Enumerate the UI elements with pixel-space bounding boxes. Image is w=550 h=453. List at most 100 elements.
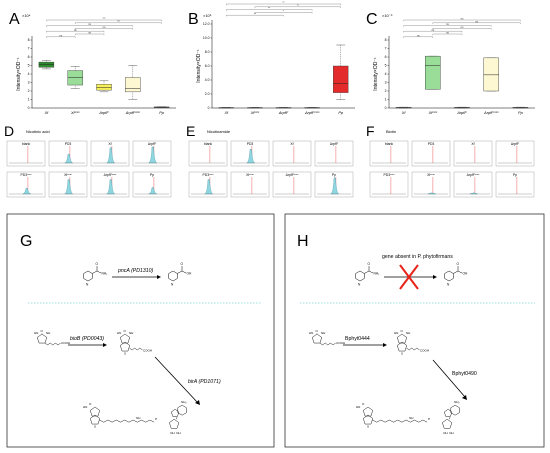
significance-label: ns bbox=[74, 29, 77, 32]
significance-bracket bbox=[403, 25, 492, 27]
biotin-structure-h: HN NHO S COOH bbox=[394, 329, 429, 356]
significance-bracket bbox=[403, 19, 521, 22]
y-tick-label: 5 bbox=[28, 64, 30, 68]
trace-peak bbox=[148, 146, 157, 164]
y-axis-label: Intensity×OD⁻¹ bbox=[16, 57, 22, 91]
nicotinamide-h-o-label: O bbox=[368, 262, 371, 266]
y-exponent-label: ×10⁶ bbox=[203, 13, 212, 18]
nicotinic-acid-oh-label: OH bbox=[187, 272, 192, 276]
trace-label: Xfᶜᵒᵐ bbox=[246, 173, 254, 177]
nicotinic-acid-h-o-label: O bbox=[457, 262, 460, 266]
box-body bbox=[333, 65, 349, 93]
box-body bbox=[483, 57, 499, 92]
trace-cell bbox=[495, 171, 535, 198]
significance-bracket bbox=[226, 9, 313, 11]
cooh-label: COOH bbox=[143, 349, 152, 353]
panel-f-title: Biotin bbox=[386, 129, 396, 134]
box-body bbox=[425, 55, 441, 90]
pnca-arrowhead bbox=[157, 275, 161, 279]
oh-label: OH bbox=[176, 431, 181, 435]
o-label: O bbox=[401, 329, 404, 333]
y-tick-label: 0 bbox=[385, 106, 387, 110]
absent-arrowhead bbox=[433, 275, 437, 279]
y-tick-label: 6 bbox=[28, 55, 30, 59]
panel-e-title: Nicotinamide bbox=[207, 129, 231, 134]
y-tick-label: 5 bbox=[385, 64, 387, 68]
significance-label: ns bbox=[446, 32, 449, 35]
significance-bracket bbox=[403, 36, 433, 38]
trace-label: Xfᶜᵒᵐ bbox=[64, 173, 72, 177]
trace-label: Xfᶜᵒᵐ bbox=[427, 173, 435, 177]
significance-label: ns bbox=[461, 26, 464, 29]
nicotinic-acid-h-n-label: N bbox=[447, 283, 450, 287]
trace-label: PD3ᶜᵒᵐ bbox=[202, 173, 213, 177]
y-tick-label: 10.0 bbox=[203, 36, 210, 40]
boxplot-c: ×10⁻⁶ Intensity×OD⁻¹ 0 1 2 3 4 5 6 7 8 Xf Xfᶜᵒᵐ ΔrpfF… bbox=[373, 13, 535, 115]
dethiobiotin-structure-g: HN NHO COOH bbox=[34, 329, 70, 346]
trace-label: ΔrpfFᶜᵒᵐ bbox=[104, 173, 117, 177]
pnca-gene-label: pncA (PD1310) bbox=[117, 268, 154, 274]
trace-peak bbox=[64, 153, 73, 164]
nicotinamide-h-nh2-label: NH₂ bbox=[374, 272, 381, 276]
hn-label: HN bbox=[356, 405, 360, 409]
significance-label: ns bbox=[88, 32, 91, 35]
nh-label: NH bbox=[406, 331, 410, 335]
trace-peak bbox=[106, 179, 115, 195]
nh-label: NH bbox=[321, 331, 325, 335]
bphyt0490-gene-label: Bphyt0490 bbox=[452, 371, 477, 377]
trace-cell bbox=[411, 171, 451, 198]
p-label: P bbox=[155, 417, 157, 421]
bphyt0490-reaction-arrow bbox=[432, 359, 466, 398]
panel-letter-b: B bbox=[188, 11, 199, 28]
x-tick-label: Xfᶜᵒᵐ bbox=[70, 111, 80, 115]
bira-gene-label: birA (PD1071) bbox=[188, 379, 221, 385]
trace-grid-e: blank PD3 Xf ΔrpfF PD3ᶜᵒᵐ Xfᶜᵒᵐ ΔrpfFᶜᵒᵐ Pp bbox=[188, 140, 354, 198]
nicotinamide-o-label: O bbox=[96, 262, 99, 266]
o-label: O bbox=[89, 402, 92, 406]
box-body bbox=[67, 70, 83, 86]
y-tick-label: 3 bbox=[385, 81, 387, 85]
s-label: S bbox=[401, 352, 403, 356]
nicotinamide-n-label: N bbox=[86, 283, 89, 287]
nh-label: NH bbox=[409, 416, 413, 420]
nicotinic-acid-o-label: O bbox=[181, 262, 184, 266]
significance-label: ns bbox=[431, 29, 434, 32]
trace-cell bbox=[188, 140, 228, 167]
o-label: O bbox=[124, 329, 127, 333]
x-tick-label: ΔrpfFᶜᵒᵐ bbox=[125, 111, 141, 115]
significance-bracket bbox=[46, 31, 105, 33]
trace-label: ΔrpfF bbox=[148, 142, 156, 146]
s-label: S bbox=[94, 425, 96, 429]
y-tick-label: 3 bbox=[28, 81, 30, 85]
panel-letter-g: G bbox=[20, 233, 32, 250]
o-label: O bbox=[316, 329, 319, 333]
trace-label: Xf bbox=[471, 142, 474, 146]
panel-letter-c: C bbox=[366, 11, 378, 28]
y-exponent-label: ×10⁻⁶ bbox=[382, 13, 393, 18]
bira-arrowhead bbox=[195, 400, 200, 405]
trace-label: Xf bbox=[290, 142, 293, 146]
significance-label: ns bbox=[417, 34, 420, 37]
x-tick-label: Xfᶜᵒᵐ bbox=[428, 111, 438, 115]
nh-label: NH bbox=[136, 416, 140, 420]
trace-cell bbox=[453, 140, 493, 167]
panel-letter-e: E bbox=[186, 123, 195, 139]
biotinyl-amp-structure-h: HNO S NH P OH OH NH₂ bbox=[356, 400, 460, 435]
trace-cell bbox=[453, 171, 493, 198]
nicotinamide-nh2-label: NH₂ bbox=[102, 272, 109, 276]
significance-label: *** bbox=[102, 17, 105, 21]
trace-peak bbox=[148, 187, 157, 195]
trace-grid-f: blank PD3 Xf ΔrpfF PD3ᶜᵒᵐ Xfᶜᵒᵐ ΔrpfFᶜᵒᵐ Pp bbox=[369, 140, 535, 198]
significance-bracket bbox=[432, 33, 463, 36]
cooh-label: COOH bbox=[420, 349, 429, 353]
bphyt0444-arrowhead bbox=[383, 343, 387, 347]
trace-cell bbox=[230, 171, 270, 198]
biotinyl-amp-structure-g: HNO S NH P OH OH NH₂ bbox=[83, 400, 187, 435]
nicotinic-acid-structure-g: N OH O bbox=[168, 262, 192, 287]
p-label: P bbox=[428, 417, 430, 421]
trace-label: blank bbox=[22, 142, 30, 146]
nh2-label: NH₂ bbox=[181, 400, 187, 404]
trace-cell bbox=[272, 140, 312, 167]
significance-bracket bbox=[432, 28, 492, 30]
significance-bracket bbox=[403, 31, 463, 33]
